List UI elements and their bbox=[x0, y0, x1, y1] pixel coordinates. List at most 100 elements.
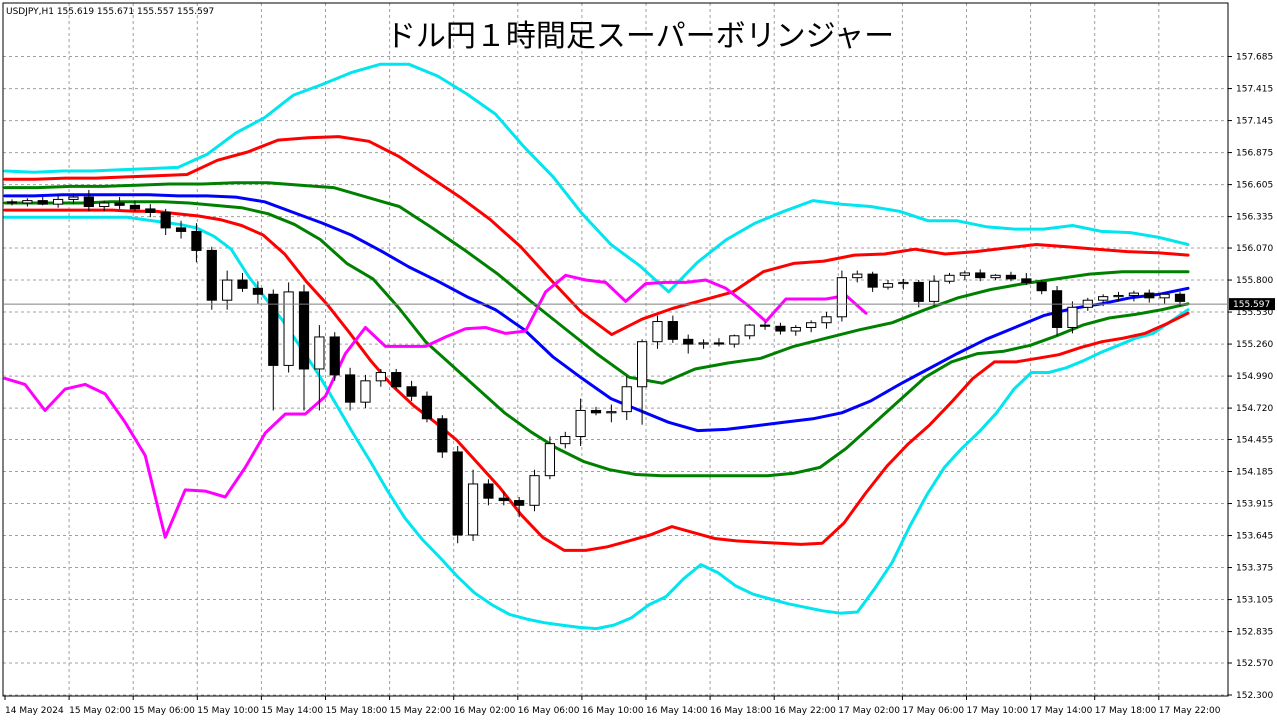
candle[interactable] bbox=[975, 269, 986, 282]
candle[interactable] bbox=[990, 274, 1001, 281]
candle-body bbox=[590, 409, 602, 414]
candle[interactable] bbox=[744, 323, 755, 340]
candle[interactable] bbox=[206, 246, 217, 310]
x-tick-label: 15 May 18:00 bbox=[326, 706, 388, 716]
candle[interactable] bbox=[560, 431, 571, 449]
candle[interactable] bbox=[652, 315, 663, 349]
candle[interactable] bbox=[667, 315, 678, 343]
candle[interactable] bbox=[544, 436, 556, 480]
candle-body bbox=[298, 291, 310, 370]
candle[interactable] bbox=[498, 491, 509, 506]
candle[interactable] bbox=[790, 325, 801, 336]
candle[interactable] bbox=[99, 200, 110, 212]
candle[interactable] bbox=[344, 367, 356, 411]
candle[interactable] bbox=[729, 334, 740, 348]
candle[interactable] bbox=[1144, 289, 1155, 303]
candle[interactable] bbox=[6, 199, 18, 206]
candle[interactable] bbox=[283, 282, 294, 373]
candle[interactable] bbox=[713, 338, 725, 347]
candle[interactable] bbox=[898, 278, 909, 290]
candle[interactable] bbox=[360, 374, 371, 409]
candle[interactable] bbox=[252, 281, 264, 304]
candle-body bbox=[606, 411, 617, 414]
y-tick-label: 157.145 bbox=[1236, 117, 1273, 127]
candle[interactable] bbox=[191, 223, 202, 263]
candle[interactable] bbox=[590, 406, 602, 416]
candle[interactable] bbox=[452, 446, 463, 544]
y-tick-label: 152.570 bbox=[1236, 659, 1273, 669]
candle[interactable] bbox=[329, 332, 340, 381]
candle[interactable] bbox=[806, 320, 817, 333]
candle[interactable] bbox=[314, 325, 325, 411]
candlesticks[interactable] bbox=[6, 189, 1186, 544]
y-tick-label: 156.875 bbox=[1236, 149, 1273, 159]
candle[interactable] bbox=[37, 197, 48, 206]
y-tick-label: 157.685 bbox=[1236, 53, 1273, 63]
candle[interactable] bbox=[421, 391, 433, 423]
candle[interactable] bbox=[944, 272, 955, 284]
x-tick-label: 15 May 02:00 bbox=[69, 706, 131, 716]
candle[interactable] bbox=[575, 398, 586, 447]
candle-body bbox=[175, 227, 187, 232]
candle[interactable] bbox=[882, 280, 894, 290]
candle[interactable] bbox=[1005, 271, 1017, 282]
x-tick-label: 17 May 02:00 bbox=[838, 706, 900, 716]
candle[interactable] bbox=[68, 193, 79, 205]
candle[interactable] bbox=[391, 368, 402, 390]
candle-body bbox=[790, 326, 801, 332]
candle[interactable] bbox=[129, 200, 141, 212]
candle-body bbox=[652, 321, 663, 343]
candle[interactable] bbox=[852, 270, 863, 283]
candle[interactable] bbox=[959, 270, 970, 281]
candle[interactable] bbox=[406, 380, 417, 401]
candle[interactable] bbox=[52, 194, 64, 208]
candle[interactable] bbox=[467, 469, 479, 541]
candle[interactable] bbox=[683, 334, 694, 354]
candle[interactable] bbox=[268, 289, 279, 411]
candle[interactable] bbox=[606, 404, 617, 423]
candle-body bbox=[1159, 293, 1170, 299]
x-tick-label: 14 May 2024 bbox=[5, 706, 64, 716]
candle[interactable] bbox=[913, 280, 924, 308]
candle[interactable] bbox=[298, 284, 310, 411]
candle[interactable] bbox=[636, 339, 648, 425]
candle[interactable] bbox=[160, 208, 171, 235]
candle[interactable] bbox=[1036, 280, 1047, 295]
grid-lines bbox=[3, 3, 1228, 696]
candle[interactable] bbox=[22, 198, 33, 207]
candle[interactable] bbox=[1021, 272, 1032, 285]
candle[interactable] bbox=[621, 376, 632, 420]
candle[interactable] bbox=[529, 469, 540, 512]
candle[interactable] bbox=[836, 270, 848, 322]
candle[interactable] bbox=[821, 312, 832, 329]
candle[interactable] bbox=[375, 368, 386, 387]
candle[interactable] bbox=[114, 197, 125, 209]
candle[interactable] bbox=[83, 189, 94, 212]
candle[interactable] bbox=[437, 415, 448, 458]
candle-body bbox=[1113, 294, 1124, 298]
candle[interactable] bbox=[1051, 285, 1063, 336]
candle[interactable] bbox=[1067, 301, 1078, 334]
candle[interactable] bbox=[1159, 293, 1170, 304]
candle[interactable] bbox=[759, 321, 771, 330]
candle-body bbox=[206, 249, 217, 301]
candle[interactable] bbox=[237, 272, 248, 292]
candle[interactable] bbox=[222, 270, 233, 310]
candle[interactable] bbox=[483, 479, 494, 506]
candle-body bbox=[6, 201, 18, 204]
y-tick-label: 155.530 bbox=[1236, 308, 1273, 318]
x-tick-label: 15 May 22:00 bbox=[390, 706, 452, 716]
candle[interactable] bbox=[928, 275, 940, 307]
candle[interactable] bbox=[1128, 290, 1140, 302]
candle[interactable] bbox=[175, 220, 187, 239]
y-tick-label: 157.415 bbox=[1236, 85, 1273, 95]
candle[interactable] bbox=[145, 204, 156, 218]
candle[interactable] bbox=[514, 497, 525, 518]
candle[interactable] bbox=[1113, 291, 1124, 302]
candle[interactable] bbox=[775, 322, 786, 335]
candle-body bbox=[1174, 293, 1186, 302]
candle[interactable] bbox=[698, 339, 709, 349]
candle[interactable] bbox=[867, 271, 878, 292]
